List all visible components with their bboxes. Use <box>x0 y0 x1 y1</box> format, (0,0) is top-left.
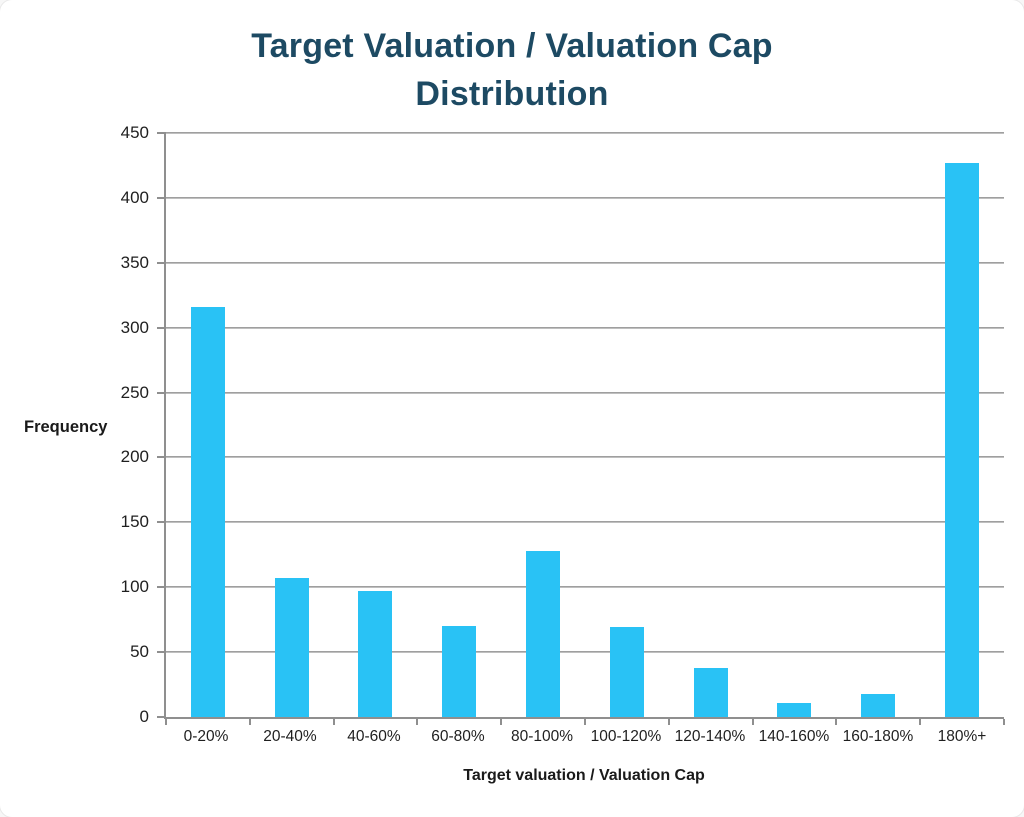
chart-title-text: Target Valuation / Valuation Cap Distrib… <box>251 27 773 113</box>
gridline-450 <box>166 132 1004 134</box>
x-tick-mark-8 <box>835 719 838 725</box>
x-tick-mark-6 <box>667 719 670 725</box>
x-tick-label: 60-80% <box>431 728 485 745</box>
x-axis-title: Target valuation / Valuation Cap <box>463 767 705 784</box>
x-tick-mark-7 <box>751 719 754 725</box>
bars-container <box>166 133 1004 717</box>
bar-80-100% <box>526 550 561 717</box>
y-tick-mark-150 <box>157 521 166 524</box>
x-tick-mark-9 <box>919 719 922 725</box>
bar-180%+ <box>945 162 980 717</box>
y-tick-label: 450 <box>120 123 149 142</box>
y-tick-mark-350 <box>157 261 166 264</box>
bar-slot-140-160% <box>753 133 837 717</box>
bar-slot-60-80% <box>417 133 501 717</box>
bar-slot-180%+ <box>920 133 1004 717</box>
bar-100-120% <box>609 627 644 717</box>
gridline-100 <box>166 586 1004 589</box>
y-tick-label: 200 <box>120 447 149 467</box>
gridline-250 <box>166 391 1004 394</box>
x-tick-label: 180%+ <box>937 728 987 745</box>
x-tick-label: 140-160% <box>758 728 830 745</box>
bar-slot-20-40% <box>250 133 334 717</box>
y-tick-label: 0 <box>139 707 149 726</box>
bar-slot-100-120% <box>585 133 669 717</box>
y-tick-label: 300 <box>120 317 149 337</box>
gridline-400 <box>166 196 1004 199</box>
x-tick-label: 40-60% <box>347 728 401 745</box>
x-tick-label: 20-40% <box>263 728 317 745</box>
y-tick-mark-400 <box>157 196 166 199</box>
x-tick-label: 0-20% <box>183 728 229 745</box>
bar-slot-160-180% <box>836 133 920 717</box>
x-tick-mark-10 <box>1003 719 1005 725</box>
x-tick-mark-4 <box>500 719 503 725</box>
y-tick-label: 400 <box>120 187 149 207</box>
bar-40-60% <box>358 591 393 717</box>
x-tick-label: 160-180% <box>842 728 914 745</box>
gridline-200 <box>166 456 1004 459</box>
bar-60-80% <box>442 626 477 717</box>
bar-160-180% <box>861 693 896 717</box>
y-axis-title: Frequency <box>24 418 108 436</box>
bar-20-40% <box>274 578 309 717</box>
gridline-300 <box>166 326 1004 329</box>
x-tick-mark-3 <box>416 719 419 725</box>
x-tick-label: 120-140% <box>674 728 746 745</box>
x-tick-labels: 0-20% 20-40% 40-60% 60-80% 80-100% 100-120% 12… <box>164 728 1004 746</box>
y-tick-label: 100 <box>120 577 149 597</box>
x-tick-mark-5 <box>584 719 586 725</box>
y-tick-mark-50 <box>157 651 166 654</box>
y-tick-label: 350 <box>120 252 149 272</box>
bar-120-140% <box>693 667 728 717</box>
gridline-350 <box>166 261 1004 264</box>
gridline-150 <box>166 521 1004 524</box>
x-tick-label: 80-100% <box>510 728 574 745</box>
bar-slot-120-140% <box>669 133 753 717</box>
x-tick-mark-2 <box>332 719 335 725</box>
plot-area: 0 50 100 150 200 250 300 350 400 450 <box>121 123 1005 726</box>
y-tick-mark-450 <box>157 132 166 134</box>
x-tick-mark-1 <box>248 719 251 725</box>
bar-0-20% <box>190 306 225 717</box>
bar-slot-80-100% <box>501 133 585 717</box>
y-tick-mark-250 <box>157 391 166 394</box>
chart-title: Target Valuation / Valuation Cap Distrib… <box>0 22 1024 118</box>
y-tick-mark-300 <box>157 326 166 329</box>
bar-slot-40-60% <box>334 133 418 717</box>
bar-slot-0-20% <box>166 133 250 717</box>
gridline-50 <box>166 651 1004 654</box>
y-tick-mark-200 <box>157 456 166 459</box>
y-tick-mark-100 <box>157 586 166 589</box>
bar-140-160% <box>777 702 812 717</box>
y-tick-label: 50 <box>130 642 149 662</box>
y-tick-mark-0 <box>157 716 166 718</box>
x-tick-label: 100-120% <box>590 728 662 745</box>
x-tick-mark-0 <box>165 719 167 725</box>
y-tick-label: 250 <box>120 382 149 402</box>
y-tick-label: 150 <box>120 512 149 532</box>
